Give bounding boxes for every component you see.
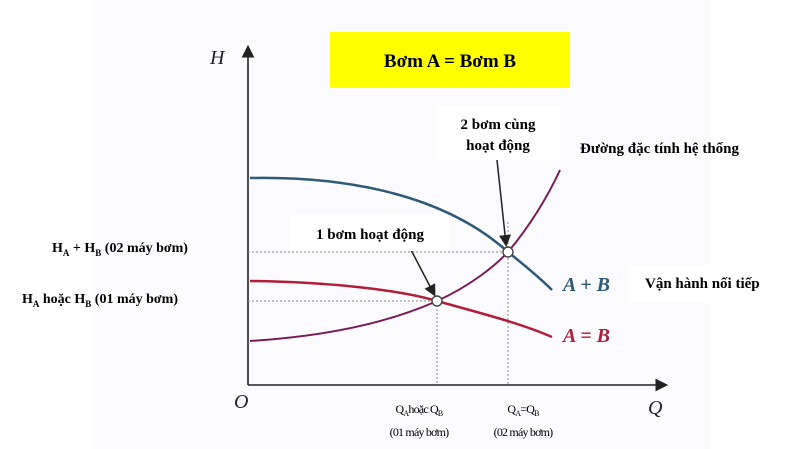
x-marker-single-line2: (01 máy bơm) [390,425,450,439]
one-pump-label: 1 bơm hoạt động [316,227,424,243]
curve-a-plus-b-label: A + B [561,274,610,296]
operating-point-double [502,246,514,258]
x-marker-double-line2: (02 máy bơm) [494,425,554,439]
title-text: Bơm A = Bơm B [384,51,516,72]
y-marker-single: HA hoặc HB (01 máy bơm) [22,292,178,309]
x-marker-double-line1: QA=QB [507,402,539,418]
two-pump-label-bg [436,105,560,160]
curve-a-eq-b-label: A = B [561,325,610,347]
title-box [330,32,570,88]
system-curve-label: Đường đặc tính hệ thống [580,141,740,157]
y-marker-sum: HA + HB (02 máy bơm) [52,241,188,258]
series-label-bg [628,265,790,303]
two-pump-label-line1: 2 bơm cùng [461,117,536,133]
origin-label: O [234,391,248,413]
arrow-one-pump [409,247,436,297]
x-marker-single-line1: QAhoặc QB [396,402,443,418]
system-curve [249,169,561,342]
arrow-two-pumps [496,159,512,247]
x-axis-label: Q [648,397,663,419]
two-pump-label-line2: hoạt động [466,138,530,154]
one-pump-label-bg [290,215,450,251]
operating-point-single [431,295,443,307]
series-label: Vận hành nối tiếp [645,276,760,292]
curve-a-plus-b [249,176,553,291]
y-axis-label: H [209,47,226,69]
